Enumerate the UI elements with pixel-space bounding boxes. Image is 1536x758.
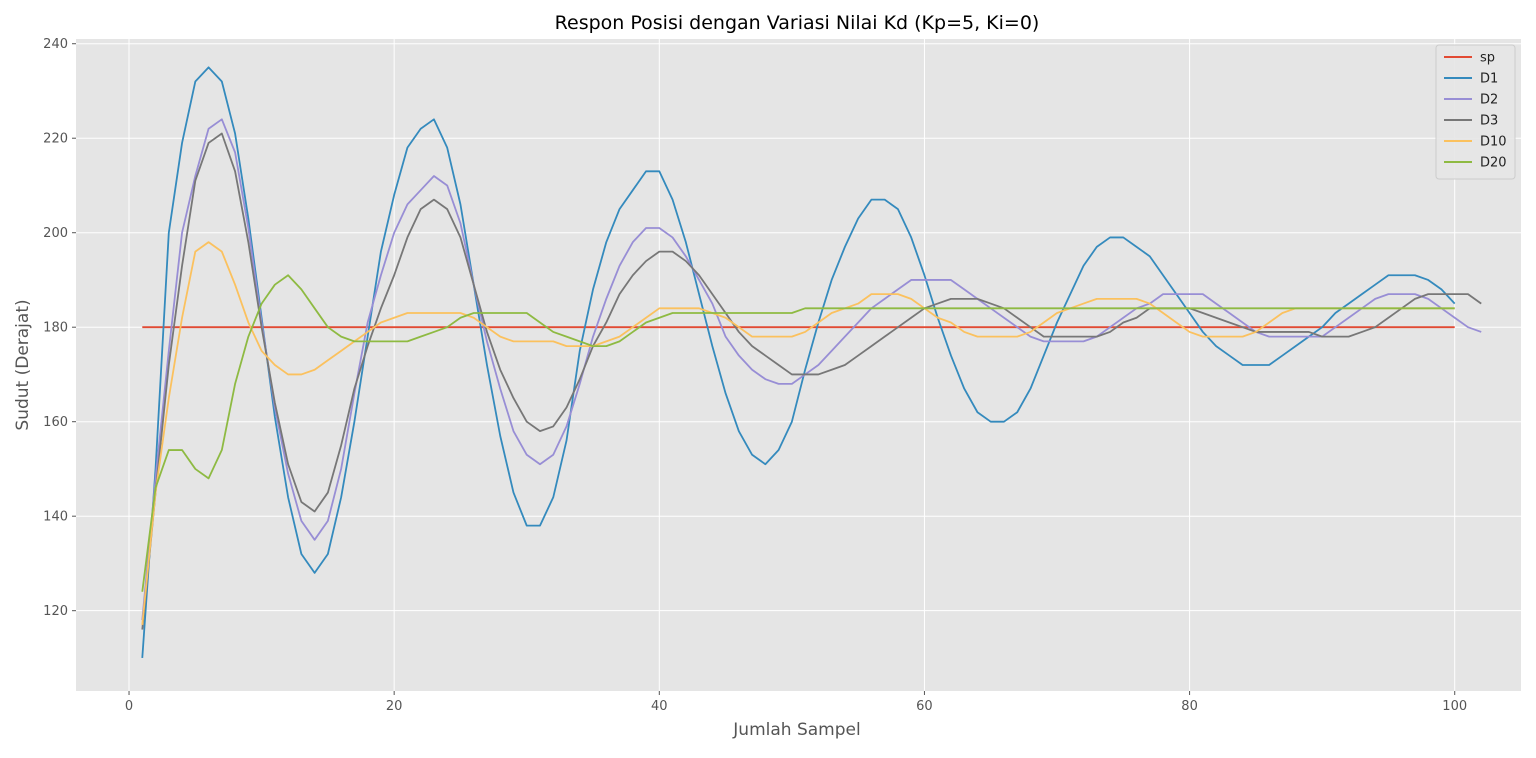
series-line-d3 <box>141 132 1482 630</box>
legend-label: D3 <box>1480 114 1498 129</box>
x-tick-label: 0 <box>125 699 133 714</box>
x-axis-ticks: 0 20 40 60 80 100 <box>125 691 1467 714</box>
x-tick-label: 20 <box>386 699 403 714</box>
series-lines <box>141 66 1482 658</box>
x-tick-label: 60 <box>916 699 933 714</box>
y-tick-label: 180 <box>43 321 68 336</box>
legend-label: sp <box>1480 51 1495 66</box>
x-axis-label: Jumlah Sampel <box>732 720 860 740</box>
y-axis-ticks: 120 140 160 180 200 220 240 <box>43 37 76 619</box>
legend: sp D1 D2 D3 D10 D20 <box>1435 44 1516 180</box>
x-tick-label: 80 <box>1181 699 1198 714</box>
legend-label: D2 <box>1480 93 1498 108</box>
y-tick-label: 140 <box>43 510 68 525</box>
y-axis-label: Sudut (Derajat) <box>13 299 33 430</box>
y-tick-label: 240 <box>43 37 68 52</box>
x-tick-label: 100 <box>1442 699 1467 714</box>
series-line-d1 <box>141 66 1456 658</box>
series-line-d10 <box>141 241 1455 625</box>
chart-title: Respon Posisi dengan Variasi Nilai Kd (K… <box>555 12 1040 34</box>
y-tick-label: 160 <box>43 415 68 430</box>
plot-area <box>76 39 1521 691</box>
series-line-d20 <box>141 274 1455 592</box>
x-tick-label: 40 <box>651 699 668 714</box>
y-tick-label: 220 <box>43 132 68 147</box>
legend-label: D1 <box>1480 72 1498 87</box>
legend-label: D10 <box>1480 135 1507 150</box>
y-tick-label: 120 <box>43 604 68 619</box>
y-tick-label: 200 <box>43 226 68 241</box>
legend-label: D20 <box>1480 156 1507 171</box>
